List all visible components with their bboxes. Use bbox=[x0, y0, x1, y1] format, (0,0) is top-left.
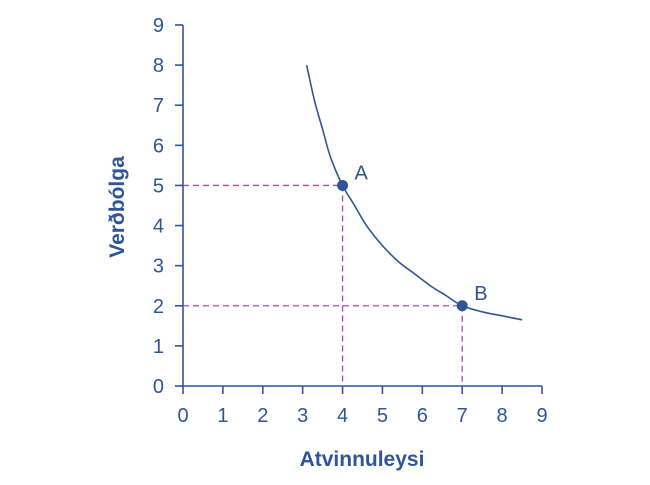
point-b-marker bbox=[456, 300, 468, 312]
y-axis-title: Verðbólga bbox=[106, 156, 129, 258]
x-axis-title: Atvinnuleysi bbox=[300, 448, 425, 471]
y-tick-label: 9 bbox=[153, 15, 164, 37]
y-tick-label: 1 bbox=[153, 336, 164, 358]
x-tick-label: 4 bbox=[337, 405, 348, 427]
x-tick-label: 1 bbox=[217, 405, 228, 427]
x-tick-label: 9 bbox=[536, 405, 547, 427]
axes bbox=[182, 25, 542, 387]
y-tick-label: 4 bbox=[153, 216, 164, 238]
y-tick-label: 6 bbox=[153, 135, 164, 157]
data-points: AB bbox=[337, 162, 488, 312]
x-tick-label: 7 bbox=[457, 405, 468, 427]
y-tick-label: 3 bbox=[153, 256, 164, 278]
x-tick-label: 6 bbox=[417, 405, 428, 427]
point-b-label: B bbox=[474, 283, 487, 305]
x-axis-ticks: 0 1 2 3 4 5 6 7 8 9 bbox=[177, 386, 548, 427]
y-axis-ticks: 0 1 2 3 4 5 6 7 8 9 bbox=[153, 15, 183, 398]
y-tick-label: 7 bbox=[153, 95, 164, 117]
phillips-curve-line bbox=[305, 64, 523, 321]
y-tick-label: 0 bbox=[153, 376, 164, 398]
x-tick-label: 0 bbox=[177, 405, 188, 427]
dashed-guide-lines bbox=[183, 184, 463, 386]
point-a-label: A bbox=[355, 162, 369, 184]
x-tick-label: 8 bbox=[497, 405, 508, 427]
x-tick-label: 3 bbox=[297, 405, 308, 427]
y-tick-label: 8 bbox=[153, 55, 164, 77]
x-tick-label: 2 bbox=[257, 405, 268, 427]
x-tick-label: 5 bbox=[377, 405, 388, 427]
point-a-marker bbox=[337, 179, 349, 191]
y-tick-label: 5 bbox=[153, 175, 164, 197]
y-tick-label: 2 bbox=[153, 296, 164, 318]
